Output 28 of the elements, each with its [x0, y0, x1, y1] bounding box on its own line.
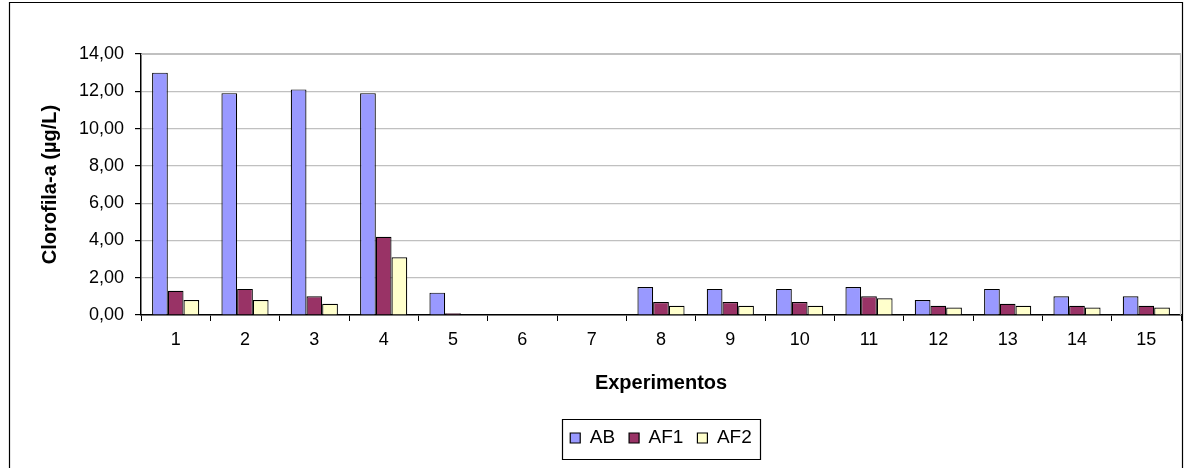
legend-label: AF1 [648, 426, 684, 448]
y-tick-label: 12,00 [78, 80, 124, 101]
x-tick-label: 15 [1136, 328, 1157, 349]
x-tick-label: 5 [447, 328, 459, 349]
x-tick-label: 4 [378, 328, 389, 349]
legend-label: AB [589, 426, 616, 448]
y-tick-label: 10,00 [78, 117, 124, 138]
y-tick-label: 2,00 [88, 266, 124, 287]
x-tick-label: 3 [309, 328, 320, 349]
y-tick-label: 0,00 [88, 303, 124, 324]
x-tick-label: 12 [928, 328, 949, 349]
x-tick-label: 1 [170, 328, 181, 349]
x-tick-label: 14 [1066, 328, 1088, 349]
x-tick-label: 9 [725, 328, 736, 349]
x-tick-label: 8 [655, 328, 667, 349]
y-axis-title: Clorofila-a (µg/L) [37, 104, 60, 265]
x-axis-title: Experimentos [594, 370, 728, 393]
y-tick-label: 8,00 [88, 154, 124, 175]
x-tick-label: 6 [517, 328, 528, 349]
x-tick-label: 11 [859, 328, 879, 349]
x-tick-label: 2 [239, 328, 251, 349]
y-tick-label: 4,00 [88, 229, 124, 250]
x-tick-label: 10 [789, 328, 810, 349]
y-tick-label: 6,00 [88, 192, 124, 213]
y-tick-label: 14,00 [78, 42, 124, 63]
x-tick-label: 13 [997, 328, 1018, 349]
legend-label: AF2 [716, 426, 752, 448]
x-tick-label: 7 [586, 328, 597, 349]
